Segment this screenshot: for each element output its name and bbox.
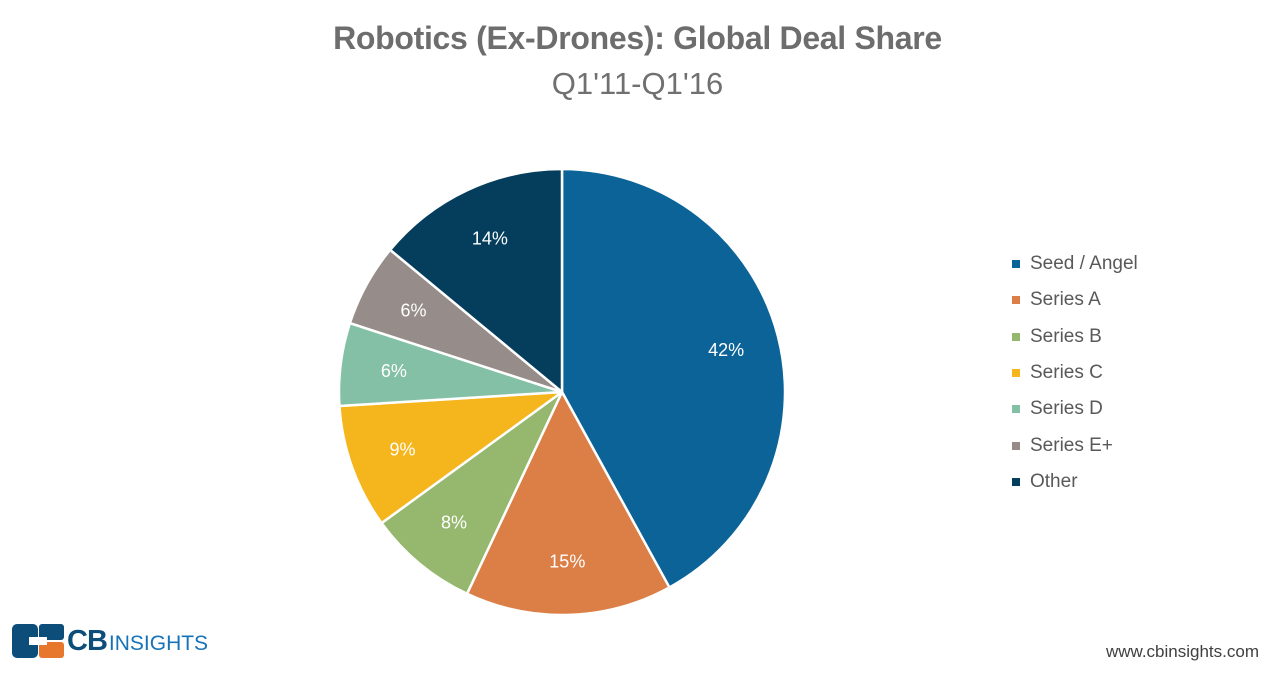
- chart-subtitle: Q1'11-Q1'16: [551, 66, 724, 101]
- legend-item-series-d: Series D: [1012, 391, 1138, 427]
- data-label-seed-angel: 42%: [708, 340, 744, 360]
- legend-label: Seed / Angel: [1030, 253, 1138, 275]
- legend-item-series-e: Series E+: [1012, 427, 1138, 463]
- data-label-series-c: 9%: [390, 439, 416, 459]
- pie-slice-series-c: [338, 390, 564, 525]
- pie-slice-series-b: [380, 390, 564, 596]
- cb-insights-logo-icon: [12, 624, 64, 658]
- chart-title: Robotics (Ex-Drones): Global Deal Share: [333, 20, 942, 56]
- legend-label: Series D: [1030, 398, 1103, 420]
- legend-label: Series A: [1030, 289, 1101, 311]
- legend-swatch: [1012, 477, 1020, 486]
- legend-swatch: [1012, 296, 1020, 305]
- legend-label: Series B: [1030, 325, 1102, 347]
- legend-label: Other: [1030, 470, 1078, 492]
- logo-cb-text: CB: [67, 624, 108, 657]
- data-label-series-e: 6%: [400, 300, 426, 320]
- legend-swatch: [1012, 405, 1020, 414]
- cb-insights-logo: CB INSIGHTS: [12, 624, 208, 658]
- legend-item-other: Other: [1012, 464, 1138, 500]
- legend-item-seed-angel: Seed / Angel: [1012, 246, 1138, 282]
- legend-label: Series C: [1030, 362, 1103, 384]
- pie-slice-seed-angel: [560, 167, 787, 589]
- legend-swatch: [1012, 260, 1020, 269]
- logo-insights-text: INSIGHTS: [108, 631, 209, 655]
- legend-item-series-c: Series C: [1012, 355, 1138, 391]
- legend-swatch: [1012, 332, 1020, 341]
- pie-slice-series-a: [465, 390, 671, 617]
- data-label-series-d: 6%: [381, 361, 407, 381]
- data-label-series-a: 15%: [549, 551, 585, 571]
- pie-slice-other: [388, 167, 564, 394]
- chart-legend: Seed / Angel Series A Series B Series C Seri…: [1012, 246, 1138, 500]
- legend-item-series-b: Series B: [1012, 319, 1138, 355]
- website-url: www.cbinsights.com: [1105, 642, 1259, 661]
- legend-swatch: [1012, 441, 1020, 450]
- data-label-series-b: 8%: [441, 513, 467, 533]
- legend-label: Series E+: [1030, 434, 1113, 456]
- legend-swatch: [1012, 369, 1020, 378]
- data-label-other: 14%: [472, 229, 508, 249]
- legend-item-series-a: Series A: [1012, 282, 1138, 318]
